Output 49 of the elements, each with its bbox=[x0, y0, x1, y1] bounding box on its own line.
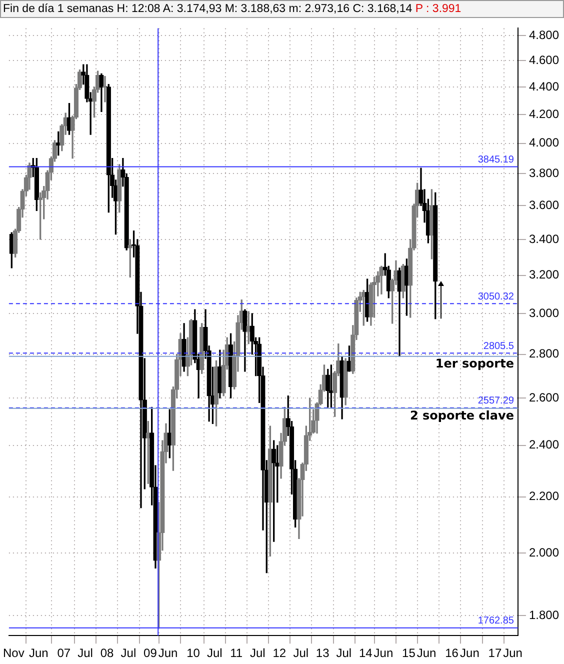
x-tick-label: Jun bbox=[503, 646, 522, 660]
y-tick-label: 2.600 bbox=[528, 390, 560, 404]
y-tick-label: 2.000 bbox=[528, 546, 560, 560]
ref-line-label: 2557.29 bbox=[478, 396, 514, 407]
y-tick-label: 4.200 bbox=[528, 106, 560, 121]
x-tick-label: 13 bbox=[316, 646, 330, 660]
x-tick-label: Jun bbox=[29, 646, 48, 660]
x-tick-label: Jul bbox=[336, 646, 352, 660]
x-tick-label: 09 bbox=[144, 646, 158, 660]
x-tick-label: 15 bbox=[402, 646, 416, 660]
x-tick-label: Jun bbox=[416, 646, 436, 660]
x-tick-label: Jul bbox=[206, 646, 222, 660]
x-tick-label: Nov bbox=[3, 646, 24, 660]
x-tick-label: 10 bbox=[186, 646, 200, 660]
y-tick-label: 3.000 bbox=[528, 306, 560, 320]
y-tick-label: 4.800 bbox=[528, 28, 560, 42]
y-tick-label: 2.800 bbox=[528, 346, 560, 361]
x-tick-label: Jul bbox=[250, 646, 266, 660]
ref-line-label: 1er soporte bbox=[435, 356, 514, 371]
ref-line-label: 3845.19 bbox=[478, 154, 514, 166]
x-tick-label: 17 bbox=[488, 646, 502, 660]
x-tick-label: 11 bbox=[230, 646, 243, 660]
x-tick-label: 07 bbox=[57, 646, 71, 660]
chart-title: Fin de día 1 semanas H: 12:08 A: 3.174,93 M: 3.188,63 m: 2.973,16 C: 3.168,14 bbox=[3, 3, 412, 15]
y-tick-label: 4.400 bbox=[528, 79, 560, 94]
ref-line-label: 2 soporte clave bbox=[410, 408, 514, 423]
ref-line-label: 1762.85 bbox=[478, 616, 514, 627]
x-tick-label: Jun bbox=[460, 646, 480, 660]
ref-line-label: 2805.5 bbox=[483, 340, 514, 352]
ref-line-label: 3050.32 bbox=[478, 291, 514, 302]
x-tick-label: 16 bbox=[445, 646, 459, 660]
y-tick-label: 1.800 bbox=[528, 608, 560, 622]
x-tick-label: Jun bbox=[374, 646, 394, 660]
y-tick-label: 3.400 bbox=[528, 232, 560, 246]
y-tick-label: 4.600 bbox=[528, 53, 560, 68]
x-tick-label: 14 bbox=[358, 646, 373, 660]
y-tick-label: 4.000 bbox=[528, 136, 560, 150]
y-tick-label: 3.800 bbox=[528, 166, 560, 180]
y-tick-label: 2.400 bbox=[528, 438, 560, 452]
chart-subtitle: P : 3.991 bbox=[415, 3, 462, 15]
x-tick-label: 08 bbox=[100, 646, 114, 660]
y-tick-label: 3.200 bbox=[528, 268, 560, 282]
y-tick-label: 3.600 bbox=[528, 198, 560, 212]
x-tick-label: 12 bbox=[272, 646, 286, 660]
y-tick-label: 2.200 bbox=[528, 489, 560, 504]
x-tick-label: Jul bbox=[78, 646, 93, 660]
x-tick-label: Jul bbox=[293, 646, 309, 660]
x-tick-label: Jul bbox=[120, 646, 136, 660]
x-tick-label: Jun bbox=[158, 646, 178, 660]
